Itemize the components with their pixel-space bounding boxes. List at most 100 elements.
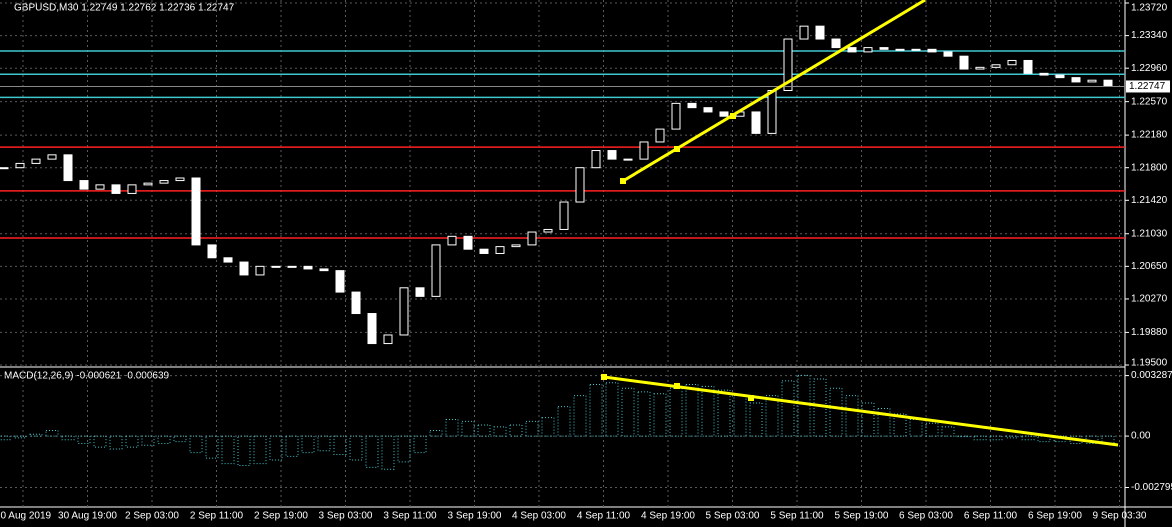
histogram-bar (461, 420, 475, 437)
x-tick-label: 6 Sep 11:00 (964, 511, 1018, 522)
histogram-bar (237, 435, 251, 467)
histogram-bar (877, 407, 891, 437)
x-tick-label: 2 Sep 03:00 (125, 511, 179, 522)
candle (911, 48, 921, 51)
candle (383, 334, 393, 345)
y-tick-label: 1.19880 (1131, 327, 1168, 338)
candle (1103, 79, 1113, 87)
x-tick-label: 2 Sep 19:00 (254, 511, 308, 522)
histogram-bar (621, 387, 635, 437)
candle (671, 102, 681, 130)
candle (767, 89, 777, 134)
candle (15, 162, 25, 169)
candle (303, 265, 313, 270)
histogram-bar (301, 435, 315, 454)
histogram-bar (221, 435, 235, 465)
macd-header: MACD(12,26,9) -0.000621 -0.000639 (4, 371, 170, 382)
y-tick-label: 1.22180 (1131, 130, 1168, 141)
candle (511, 244, 521, 248)
x-tick-label: 3 Sep 03:00 (319, 511, 373, 522)
histogram-bar (413, 435, 427, 454)
candle (175, 177, 185, 182)
histogram-bar (685, 384, 699, 437)
histogram-bar (765, 395, 779, 437)
histogram-bar (605, 382, 619, 437)
x-tick-label: 30 Aug 19:00 (58, 511, 117, 522)
y-tick-label: 0.00 (1131, 431, 1151, 442)
x-tick-label: 4 Sep 11:00 (577, 511, 631, 522)
candle (1007, 59, 1017, 66)
candle (1071, 77, 1081, 83)
histogram-bar (45, 430, 59, 437)
candle (655, 128, 665, 143)
candle (399, 287, 409, 336)
candle (79, 180, 89, 190)
candle (783, 38, 793, 91)
x-tick-label: 6 Sep 19:00 (1028, 511, 1082, 522)
x-tick-label: 3 Sep 19:00 (448, 511, 502, 522)
histogram-bar (637, 391, 651, 437)
x-tick-label: 6 Sep 03:00 (899, 511, 953, 522)
candle (271, 265, 281, 268)
candle (975, 66, 985, 70)
histogram-bar (493, 426, 507, 437)
candle (719, 111, 729, 117)
histogram-bar (1085, 435, 1099, 444)
histogram-bar (397, 435, 411, 463)
histogram-bar (285, 435, 299, 457)
histogram-bar (781, 380, 795, 437)
histogram-bar (1101, 435, 1115, 444)
candle (223, 257, 233, 263)
candle (319, 268, 329, 272)
candle (95, 184, 105, 190)
candle (207, 244, 217, 259)
trend-anchor (674, 383, 680, 389)
histogram-bar (573, 395, 587, 437)
trend-anchor (730, 113, 736, 119)
x-tick-label: 5 Sep 03:00 (706, 511, 760, 522)
candle (351, 291, 361, 315)
candle (687, 102, 697, 109)
candle (703, 107, 713, 113)
candle (367, 313, 377, 345)
candle (495, 246, 505, 254)
histogram-bar (125, 435, 139, 448)
x-tick-label: 3 Sep 11:00 (383, 511, 437, 522)
histogram-bar (29, 433, 43, 437)
candle (543, 228, 553, 233)
y-tick-label: 1.21420 (1131, 195, 1168, 206)
histogram-bar (205, 435, 219, 459)
candle (799, 25, 809, 40)
histogram-bar (829, 387, 843, 437)
histogram-bar (1021, 435, 1035, 441)
candle (335, 270, 345, 293)
histogram-bar (429, 430, 443, 437)
x-tick-label: 2 Sep 11:00 (190, 511, 244, 522)
x-tick-label: 4 Sep 19:00 (641, 511, 695, 522)
y-tick-label: 1.21030 (1131, 228, 1168, 239)
histogram-bar (541, 417, 555, 437)
histogram-bar (381, 435, 395, 470)
x-tick-label: 4 Sep 03:00 (512, 511, 566, 522)
candle (1087, 79, 1097, 83)
histogram-bar (925, 422, 939, 437)
candle (431, 244, 441, 297)
histogram-bar (525, 420, 539, 437)
histogram-bar (717, 389, 731, 437)
candle (751, 111, 761, 134)
candle (159, 180, 169, 184)
candle (31, 158, 41, 164)
candle (111, 184, 121, 194)
y-tick-label: 1.20270 (1131, 294, 1168, 305)
histogram-bar (317, 435, 331, 452)
y-tick-label: 0.003287 (1131, 370, 1172, 381)
candle (239, 261, 249, 276)
candle (831, 38, 841, 49)
histogram-bar (445, 419, 459, 437)
y-tick-label: 1.23720 (1131, 3, 1168, 14)
x-tick-label: 5 Sep 19:00 (835, 511, 889, 522)
candle (943, 51, 953, 57)
candle (815, 25, 825, 40)
